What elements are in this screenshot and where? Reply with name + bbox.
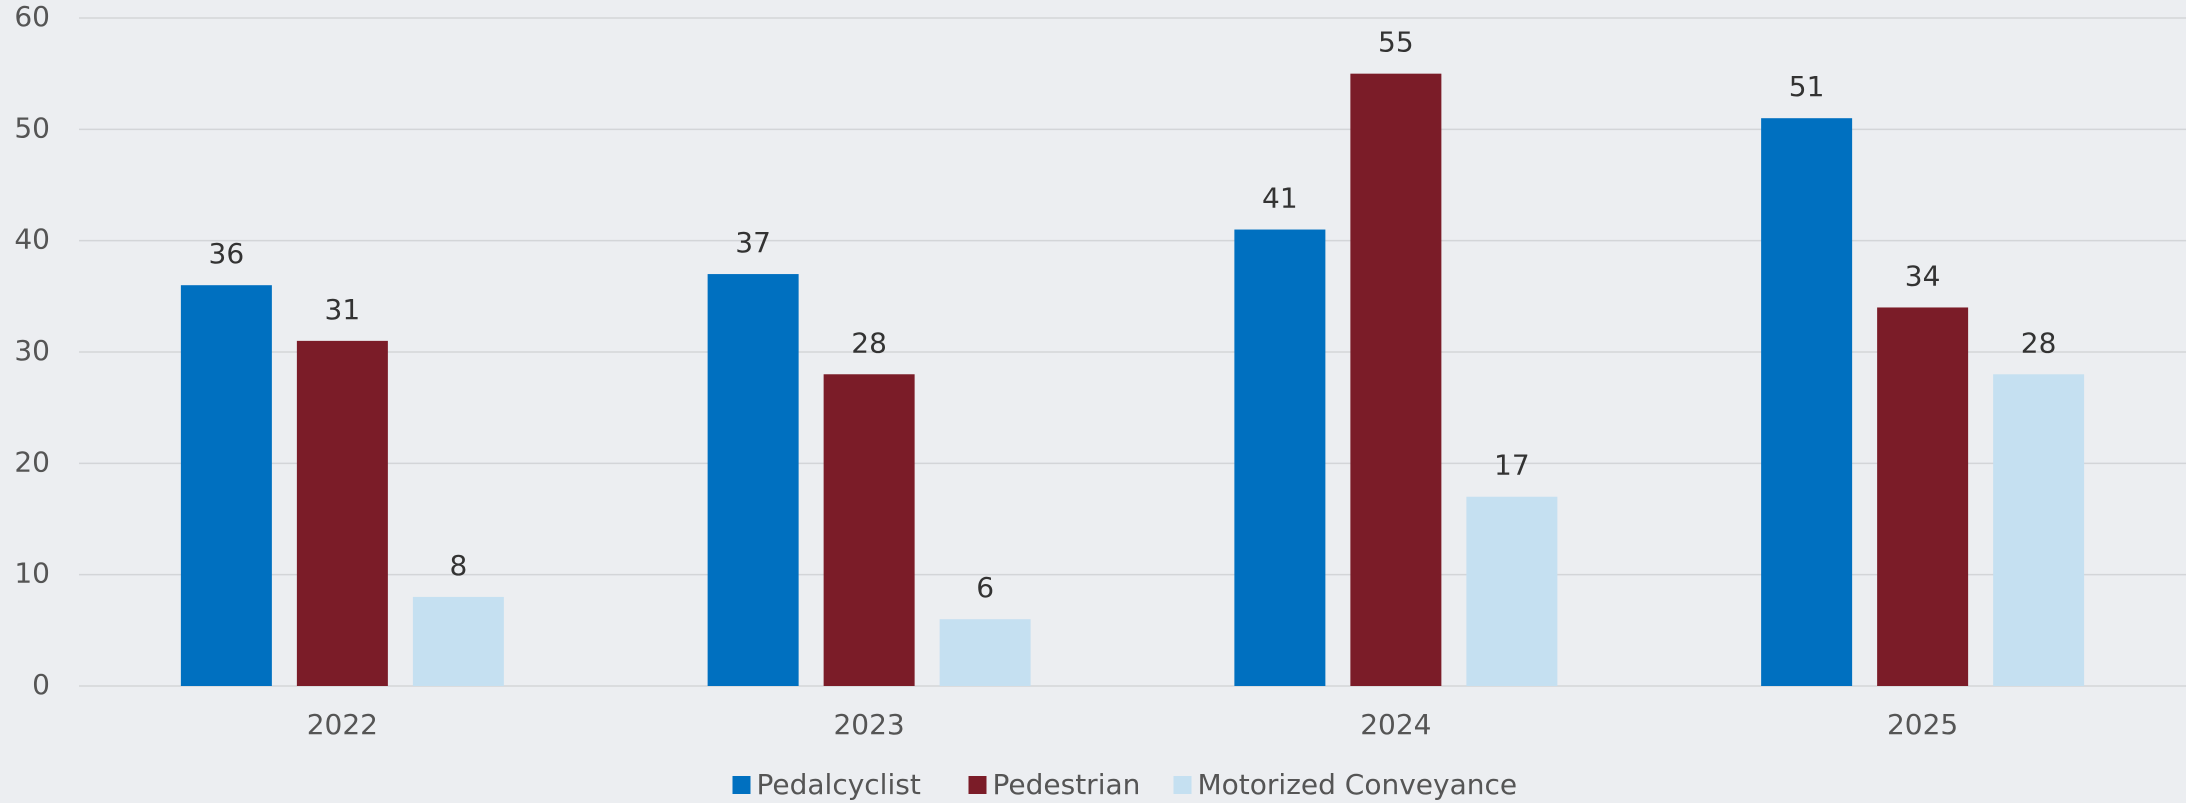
- legend-swatch: [732, 776, 751, 794]
- bar: [1350, 73, 1442, 686]
- y-tick-label: 30: [14, 334, 50, 367]
- y-tick-label: 50: [14, 111, 50, 144]
- legend-label: Pedestrian: [993, 768, 1141, 801]
- y-tick-label: 10: [14, 557, 50, 590]
- bar: [1761, 118, 1853, 686]
- bar: [1234, 229, 1326, 687]
- bar: [1466, 496, 1558, 686]
- x-tick-label: 2022: [307, 708, 378, 741]
- y-tick-label: 0: [32, 668, 50, 701]
- value-label: 17: [1494, 449, 1530, 482]
- value-label: 28: [2021, 326, 2057, 359]
- value-label: 36: [209, 237, 245, 270]
- bar: [412, 596, 504, 686]
- bar: [707, 274, 799, 686]
- legend-label: Motorized Conveyance: [1198, 768, 1518, 801]
- value-label: 51: [1789, 70, 1825, 103]
- y-tick-label: 60: [14, 0, 50, 33]
- x-tick-label: 2024: [1360, 708, 1431, 741]
- value-label: 6: [976, 571, 994, 604]
- x-tick-label: 2023: [833, 708, 904, 741]
- y-tick-label: 40: [14, 223, 50, 256]
- legend-label: Pedalcyclist: [757, 768, 921, 801]
- bar: [296, 340, 388, 686]
- value-label: 8: [449, 549, 467, 582]
- value-label: 28: [851, 326, 887, 359]
- bar: [180, 285, 272, 686]
- x-tick-label: 2025: [1887, 708, 1958, 741]
- value-label: 34: [1905, 259, 1941, 292]
- y-tick-label: 20: [14, 445, 50, 478]
- bar: [939, 619, 1031, 686]
- legend-swatch: [968, 776, 987, 794]
- value-label: 37: [735, 226, 771, 259]
- value-label: 55: [1378, 26, 1414, 59]
- bar: [1993, 374, 2085, 686]
- value-label: 41: [1262, 182, 1298, 215]
- legend-swatch: [1173, 776, 1192, 794]
- value-label: 31: [325, 293, 361, 326]
- bar: [823, 374, 915, 686]
- bar: [1877, 307, 1969, 686]
